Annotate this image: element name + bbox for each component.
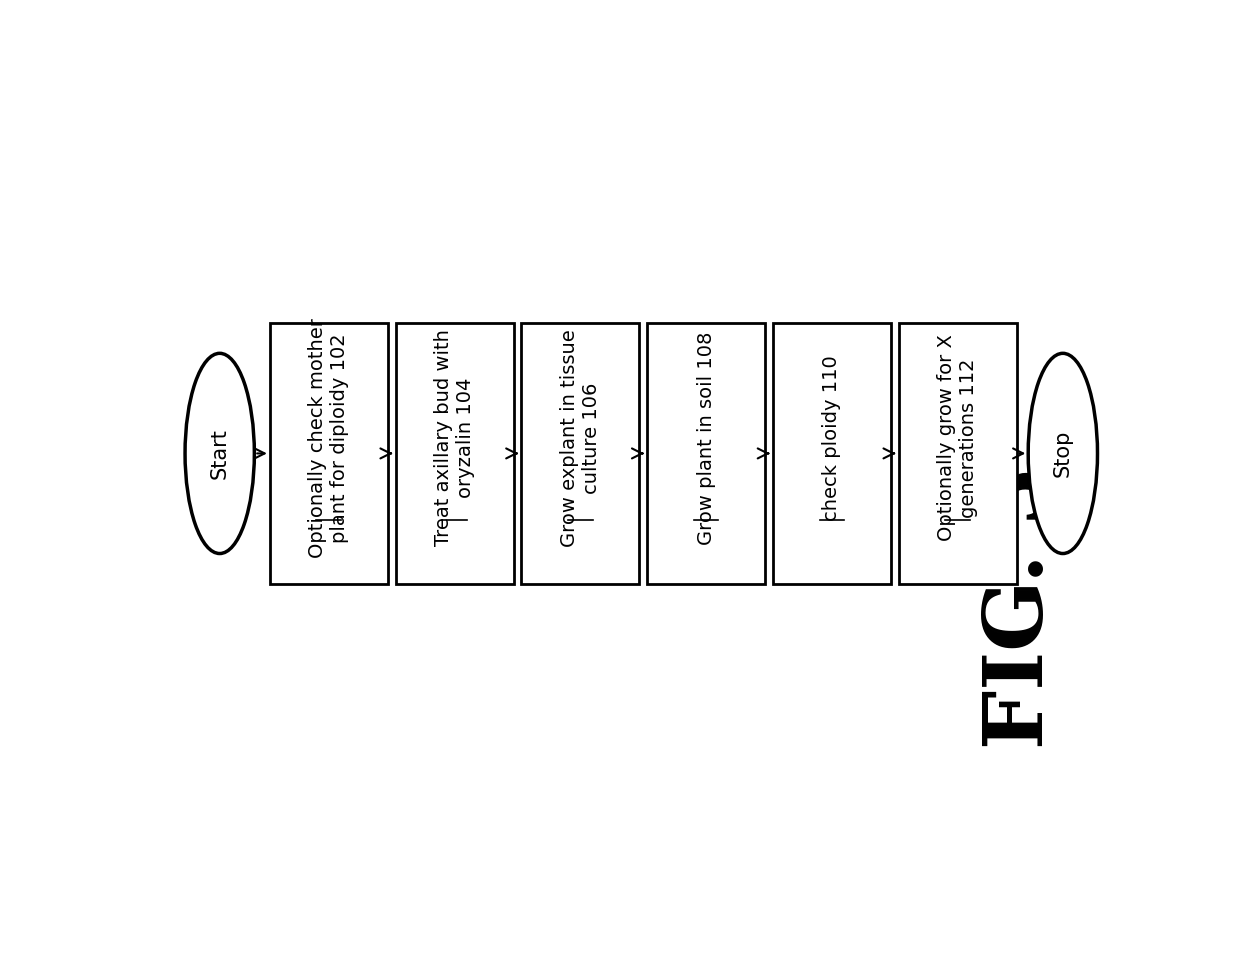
Text: Optionally check mother
plant for diploidy 102: Optionally check mother plant for diploi… [309,318,350,558]
FancyBboxPatch shape [396,322,513,585]
Text: Grow plant in soil 108: Grow plant in soil 108 [697,331,715,545]
Text: Grow explant in tissue
culture 106: Grow explant in tissue culture 106 [559,329,601,547]
Text: Start: Start [210,428,229,479]
Text: Stop: Stop [1053,430,1073,477]
Text: 100: 100 [281,515,309,568]
FancyBboxPatch shape [647,322,765,585]
Ellipse shape [1028,353,1097,554]
Text: check ploidy 110: check ploidy 110 [822,355,842,521]
FancyBboxPatch shape [521,322,640,585]
Text: Treat axillary bud with
oryzalin 104: Treat axillary bud with oryzalin 104 [434,329,475,547]
Text: FIG. 3: FIG. 3 [981,467,1060,748]
Ellipse shape [185,353,254,554]
Text: Optionally grow for X
generations 112: Optionally grow for X generations 112 [937,335,978,541]
FancyBboxPatch shape [773,322,890,585]
FancyBboxPatch shape [899,322,1017,585]
FancyBboxPatch shape [270,322,388,585]
